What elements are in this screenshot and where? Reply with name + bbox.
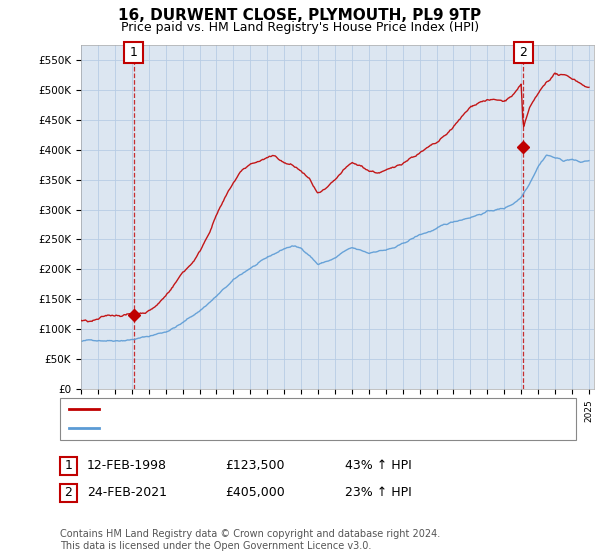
Text: HPI: Average price, detached house, City of Plymouth: HPI: Average price, detached house, City… xyxy=(105,423,404,433)
Text: 43% ↑ HPI: 43% ↑ HPI xyxy=(345,459,412,473)
Text: 12-FEB-1998: 12-FEB-1998 xyxy=(87,459,167,473)
Text: 1: 1 xyxy=(130,46,138,59)
Text: 16, DURWENT CLOSE, PLYMOUTH, PL9 9TP: 16, DURWENT CLOSE, PLYMOUTH, PL9 9TP xyxy=(118,8,482,24)
Text: 23% ↑ HPI: 23% ↑ HPI xyxy=(345,486,412,500)
Text: Price paid vs. HM Land Registry's House Price Index (HPI): Price paid vs. HM Land Registry's House … xyxy=(121,21,479,34)
Text: 2: 2 xyxy=(519,46,527,59)
Text: 24-FEB-2021: 24-FEB-2021 xyxy=(87,486,167,500)
Text: 2: 2 xyxy=(64,486,73,500)
Text: Contains HM Land Registry data © Crown copyright and database right 2024.
This d: Contains HM Land Registry data © Crown c… xyxy=(60,529,440,551)
Text: 1: 1 xyxy=(64,459,73,473)
Text: £123,500: £123,500 xyxy=(225,459,284,473)
Text: 16, DURWENT CLOSE, PLYMOUTH, PL9 9TP (detached house): 16, DURWENT CLOSE, PLYMOUTH, PL9 9TP (de… xyxy=(105,404,443,414)
Text: £405,000: £405,000 xyxy=(225,486,285,500)
